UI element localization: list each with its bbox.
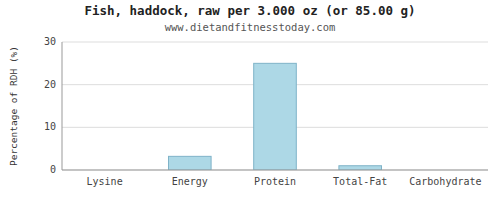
y-tick-label: 0	[50, 164, 56, 175]
x-tick-label: Lysine	[87, 176, 123, 187]
y-tick-label: 20	[44, 79, 56, 90]
bar	[339, 166, 382, 170]
y-tick-label: 10	[44, 121, 56, 132]
y-axis-line	[62, 42, 63, 170]
chart-container: 0 10 20 30 Lysine Energy Protein Total-Fat Carbo…	[0, 0, 500, 200]
x-tick-label: Carbohydrate	[409, 176, 481, 187]
x-axis-line	[62, 170, 488, 171]
chart-svg: 0 10 20 30 Lysine Energy Protein Total-Fat Carbo…	[0, 0, 500, 200]
x-tick-label: Total-Fat	[333, 176, 387, 187]
bar	[169, 156, 212, 170]
grid-line	[62, 170, 488, 171]
bars	[169, 63, 382, 170]
x-tick-label: Energy	[172, 176, 208, 187]
y-axis-label: Percentage of RDH (%)	[8, 46, 19, 166]
x-tick-label: Protein	[254, 176, 296, 187]
grid-line	[62, 42, 488, 43]
bar	[254, 63, 297, 170]
subtitle: www.dietandfitnesstoday.com	[165, 21, 336, 33]
title: Fish, haddock, raw per 3.000 oz (or 85.0…	[84, 3, 415, 18]
y-tick-label: 30	[44, 36, 56, 47]
